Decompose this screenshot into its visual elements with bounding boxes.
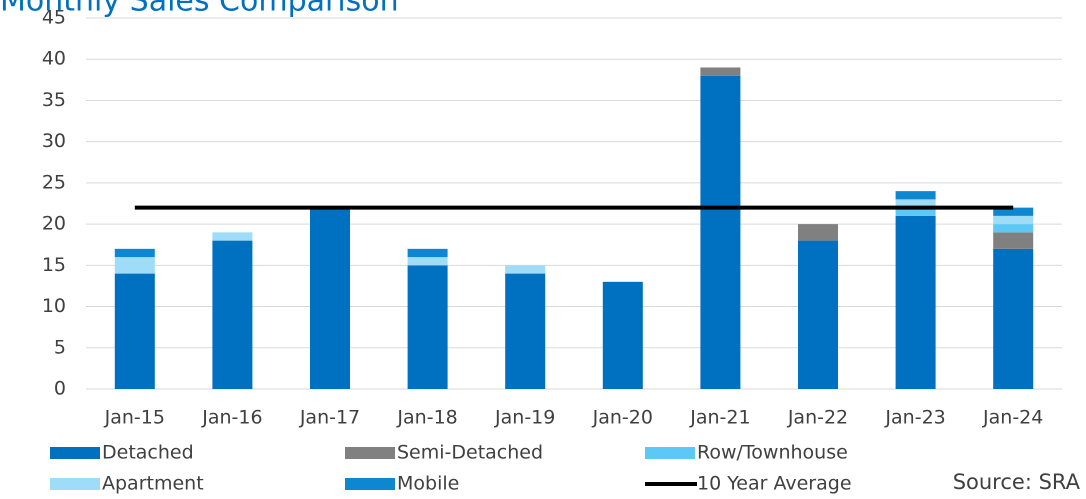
bar-segment (993, 232, 1034, 249)
x-tick-label: Jan-21 (689, 407, 750, 429)
legend-label: Semi-Detached (397, 442, 543, 464)
bar-segment (114, 273, 155, 389)
y-tick-label: 15 (42, 254, 66, 276)
bar-segment (407, 257, 448, 266)
bar-segment (212, 240, 253, 389)
bar-segment (602, 281, 643, 389)
bar-segment (993, 248, 1034, 389)
x-tick-label: Jan-15 (104, 407, 165, 429)
bar-segment (798, 224, 838, 241)
legend-label: Detached (102, 442, 194, 464)
x-tick-label: Jan-19 (494, 407, 555, 429)
bar-segment (798, 240, 838, 389)
bar-segment (114, 248, 155, 258)
bar-segment (895, 207, 936, 216)
bar-segment (993, 224, 1034, 233)
y-tick-label: 20 (42, 213, 66, 235)
legend-label: 10 Year Average (697, 473, 852, 495)
y-tick-label: 35 (42, 89, 66, 111)
legend-swatch (345, 478, 395, 490)
y-tick-label: 30 (42, 130, 66, 152)
y-tick-label: 45 (42, 7, 66, 29)
chart-title: Monthly Sales Comparison (0, 0, 399, 19)
x-tick-label: Jan-24 (982, 407, 1043, 429)
y-tick-label: 40 (42, 48, 66, 70)
bar-segment (505, 265, 546, 274)
legend-swatch (50, 478, 100, 490)
legend-label: Apartment (102, 473, 204, 495)
bar-segment (505, 273, 546, 389)
legend-label: Row/Townhouse (697, 442, 848, 464)
bar-segment (310, 207, 350, 389)
y-tick-label: 10 (42, 295, 66, 317)
x-tick-label: Jan-22 (787, 407, 848, 429)
bar-segment (700, 75, 741, 389)
bar-segment (407, 248, 448, 258)
y-tick-label: 0 (54, 378, 66, 400)
x-tick-label: Jan-23 (884, 407, 945, 429)
bar-segment (114, 257, 155, 274)
legend-swatch (50, 447, 100, 459)
bar-segment (895, 199, 936, 208)
y-tick-label: 5 (54, 336, 66, 358)
source-note: Source: SRA (953, 470, 1081, 494)
bar-segment (993, 215, 1034, 225)
legend-swatch (645, 447, 695, 459)
bar-segment (895, 191, 936, 200)
bar-segment (407, 265, 448, 389)
x-tick-label: Jan-20 (592, 407, 653, 429)
legend-label: Mobile (397, 473, 459, 495)
bar-segment (700, 67, 741, 76)
x-tick-label: Jan-18 (396, 407, 457, 429)
bar-segment (993, 207, 1034, 216)
y-tick-label: 25 (42, 171, 66, 193)
bar-segment (212, 232, 253, 241)
legend-swatch (345, 447, 395, 459)
bar-segment (895, 215, 936, 389)
x-tick-label: Jan-17 (299, 407, 360, 429)
x-tick-label: Jan-16 (201, 407, 262, 429)
